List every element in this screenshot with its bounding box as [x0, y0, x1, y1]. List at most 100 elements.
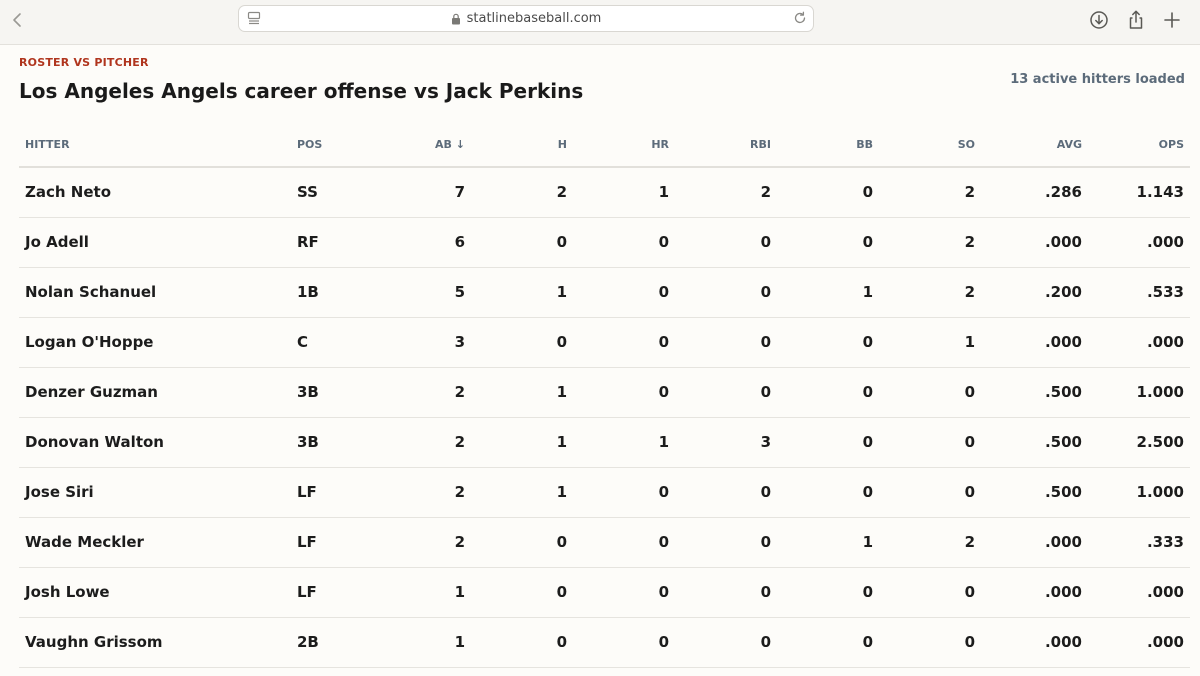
table-row: Wade Meckler LF 2 0 0 0 1 2 .000 .333 — [19, 517, 1190, 568]
hitter-name: Josh Lowe — [19, 567, 291, 618]
column-header-pos[interactable]: POS — [291, 122, 386, 168]
table-row: Donovan Walton 3B 2 1 1 3 0 0 .500 2.500 — [19, 417, 1190, 468]
address-bar[interactable]: statlinebaseball.com — [238, 5, 814, 32]
stat-so: 0 — [879, 617, 981, 668]
url-display[interactable]: statlinebaseball.com — [239, 6, 813, 31]
stat-avg: .286 — [981, 167, 1088, 218]
stat-avg: .500 — [981, 367, 1088, 418]
table-row: Denzer Guzman 3B 2 1 0 0 0 0 .500 1.000 — [19, 367, 1190, 418]
column-header-ab[interactable]: AB ↓ — [386, 122, 471, 168]
section-eyebrow: ROSTER VS PITCHER — [19, 56, 149, 69]
stat-hr: 0 — [573, 467, 675, 518]
stat-bb: 0 — [777, 367, 879, 418]
stat-h: 2 — [471, 167, 573, 218]
chevron-left-icon[interactable] — [8, 10, 28, 30]
hitter-pos: LF — [291, 467, 386, 518]
stat-h: 0 — [471, 617, 573, 668]
hitter-name: Logan O'Hoppe — [19, 317, 291, 368]
stat-bb: 0 — [777, 167, 879, 218]
hitter-pos: C — [291, 317, 386, 368]
hitter-name: Wade Meckler — [19, 517, 291, 568]
hitter-name: Denzer Guzman — [19, 367, 291, 418]
hitter-name: Nolan Schanuel — [19, 267, 291, 318]
stat-avg: .000 — [981, 617, 1088, 668]
stat-rbi: 0 — [675, 217, 777, 268]
stat-bb: 0 — [777, 417, 879, 468]
stat-ab: 6 — [386, 217, 471, 268]
stat-so: 2 — [879, 267, 981, 318]
stat-rbi: 0 — [675, 517, 777, 568]
hitter-name: Donovan Walton — [19, 417, 291, 468]
page-title: Los Angeles Angels career offense vs Jac… — [19, 79, 584, 103]
column-header-bb[interactable]: BB — [777, 122, 879, 168]
stat-bb: 0 — [777, 617, 879, 668]
stat-rbi: 3 — [675, 417, 777, 468]
hitter-pos: 3B — [291, 417, 386, 468]
stat-ops: .000 — [1088, 217, 1190, 268]
stat-h: 0 — [471, 517, 573, 568]
stat-hr: 0 — [573, 267, 675, 318]
stat-bb: 0 — [777, 317, 879, 368]
share-icon[interactable] — [1125, 9, 1147, 31]
stat-rbi: 0 — [675, 617, 777, 668]
reader-mode-icon[interactable] — [247, 11, 261, 25]
stat-hr: 0 — [573, 517, 675, 568]
table-row: Nolan Schanuel 1B 5 1 0 0 1 2 .200 .533 — [19, 267, 1190, 318]
plus-icon[interactable] — [1161, 9, 1183, 31]
stat-rbi: 0 — [675, 367, 777, 418]
stat-so: 2 — [879, 517, 981, 568]
stat-h: 0 — [471, 317, 573, 368]
stat-avg: .000 — [981, 317, 1088, 368]
stat-avg: .000 — [981, 517, 1088, 568]
stat-avg: .200 — [981, 267, 1088, 318]
column-header-hr[interactable]: HR — [573, 122, 675, 168]
column-header-ops[interactable]: OPS — [1088, 122, 1190, 168]
stat-ops: .000 — [1088, 317, 1190, 368]
stat-bb: 1 — [777, 517, 879, 568]
stat-so: 1 — [879, 317, 981, 368]
stat-bb: 0 — [777, 467, 879, 518]
table-header-row: HITTER POS AB ↓ H HR RBI BB SO AVG OPS — [19, 122, 1190, 168]
hitter-pos: SS — [291, 167, 386, 218]
stat-ops: 1.000 — [1088, 467, 1190, 518]
stat-so: 0 — [879, 417, 981, 468]
stat-ab: 5 — [386, 267, 471, 318]
url-text[interactable]: statlinebaseball.com — [466, 11, 602, 26]
stat-h: 1 — [471, 467, 573, 518]
stat-rbi: 0 — [675, 317, 777, 368]
table-row: Josh Lowe LF 1 0 0 0 0 0 .000 .000 — [19, 567, 1190, 618]
hitter-pos: 1B — [291, 267, 386, 318]
column-header-rbi[interactable]: RBI — [675, 122, 777, 168]
stat-rbi: 2 — [675, 167, 777, 218]
hitter-pos: LF — [291, 517, 386, 568]
column-header-avg[interactable]: AVG — [981, 122, 1088, 168]
stat-avg: .000 — [981, 567, 1088, 618]
stat-ops: .533 — [1088, 267, 1190, 318]
stat-ops: 1.143 — [1088, 167, 1190, 218]
stat-avg: .000 — [981, 217, 1088, 268]
table-row: Logan O'Hoppe C 3 0 0 0 0 1 .000 .000 — [19, 317, 1190, 368]
stat-h: 1 — [471, 367, 573, 418]
download-icon[interactable] — [1088, 9, 1110, 31]
stats-table: HITTER POS AB ↓ H HR RBI BB SO AVG OPS Z… — [19, 122, 1190, 668]
reload-icon[interactable] — [793, 11, 807, 25]
stat-ops: 2.500 — [1088, 417, 1190, 468]
column-header-hitter[interactable]: HITTER — [19, 122, 291, 168]
stat-ops: .333 — [1088, 517, 1190, 568]
stat-ab: 2 — [386, 467, 471, 518]
stat-bb: 0 — [777, 217, 879, 268]
table-row: Zach Neto SS 7 2 1 2 0 2 .286 1.143 — [19, 167, 1190, 218]
stat-ab: 7 — [386, 167, 471, 218]
stat-so: 0 — [879, 367, 981, 418]
stat-so: 2 — [879, 217, 981, 268]
stat-hr: 0 — [573, 367, 675, 418]
table-row: Jose Siri LF 2 1 0 0 0 0 .500 1.000 — [19, 467, 1190, 518]
stat-ops: 1.000 — [1088, 367, 1190, 418]
stat-hr: 0 — [573, 617, 675, 668]
stat-ab: 2 — [386, 367, 471, 418]
hitter-name: Jo Adell — [19, 217, 291, 268]
column-header-so[interactable]: SO — [879, 122, 981, 168]
stat-rbi: 0 — [675, 467, 777, 518]
column-header-h[interactable]: H — [471, 122, 573, 168]
hitter-name: Zach Neto — [19, 167, 291, 218]
